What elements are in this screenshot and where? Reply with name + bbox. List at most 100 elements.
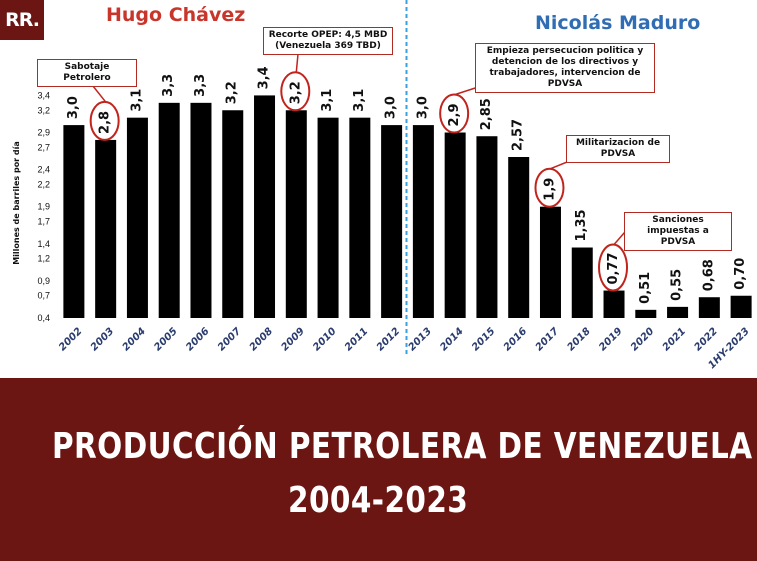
bar-chart: Millones de barriles por día 0,4 0,7 0,9 1,2…: [12, 0, 752, 371]
bar-2017: [539, 206, 561, 318]
banner-title: PRODUCCIÓN PETROLERA DE VENEZUELA: [52, 426, 753, 467]
x-tick-label-2009: 2009: [279, 326, 306, 353]
data-label-2010: 3,1: [320, 89, 335, 112]
bar-2013: [412, 125, 434, 318]
y-tick-label: 3,4: [37, 90, 50, 100]
data-label-2007: 3,2: [225, 81, 240, 104]
callout-sabotaje: Sabotaje Petrolero: [37, 59, 137, 87]
x-tick-label-2004: 2004: [121, 326, 148, 353]
bar-2008: [254, 95, 276, 318]
x-tick-label-2011: 2011: [343, 326, 370, 353]
bar-2010: [317, 117, 339, 318]
y-tick-label: 1,2: [37, 254, 50, 264]
x-tick-label-2003: 2003: [89, 326, 116, 353]
callout-sanciones: Sanciones impuestas a PDVSA: [624, 212, 732, 251]
data-label-2004: 3,1: [129, 89, 144, 112]
x-tick-label-2020: 2020: [629, 326, 656, 353]
highlight-circle-2003: [89, 100, 120, 141]
bar-2016: [508, 157, 530, 318]
data-label-2013: 3,0: [415, 96, 430, 119]
callout-opep-line1: Recorte OPEP: 4,5 MBD: [268, 30, 388, 40]
callout-persecucion-line2: detencion de los directivos y: [491, 57, 639, 67]
title-banner: PRODUCCIÓN PETROLERA DE VENEZUELA 2004-2…: [0, 378, 757, 561]
x-tick-label-2016: 2016: [502, 326, 529, 353]
y-tick-label: 1,4: [37, 239, 50, 249]
data-label-2021: 0,55: [670, 269, 685, 301]
callout-persecucion-line1: Empieza persecucion politica y: [486, 46, 644, 56]
callout-persecucion-line3: trabajadores, intervencion de PDVSA: [489, 68, 641, 89]
y-tick-label: 2,2: [37, 179, 50, 189]
bar-2005: [158, 102, 180, 318]
highlight-circle-2017: [534, 167, 565, 208]
data-label-2002: 3,0: [66, 96, 81, 119]
y-axis-label: Millones de barriles por día: [12, 141, 21, 265]
bar-1HY-2023: [730, 295, 752, 318]
era-label-maduro: Nicolás Maduro: [535, 12, 701, 34]
bar-2021: [667, 306, 689, 318]
x-tick-label-2005: 2005: [152, 326, 179, 353]
callout-sanciones-line1: Sanciones impuestas a: [647, 215, 709, 236]
bar-2006: [190, 102, 212, 318]
data-label-2014: 2,9: [447, 103, 462, 126]
data-label-2012: 3,0: [384, 96, 399, 119]
x-tick-label-2007: 2007: [216, 326, 243, 353]
highlight-circle-2014: [439, 93, 470, 134]
callout-sabotaje-text: Sabotaje Petrolero: [63, 62, 111, 83]
bar-2018: [571, 247, 593, 318]
y-tick-label: 2,4: [37, 165, 50, 175]
connector-opep: [295, 53, 299, 73]
y-tick-label: 2,7: [37, 142, 50, 152]
x-tick-label-2012: 2012: [375, 326, 402, 353]
data-label-2022: 0,68: [701, 259, 716, 291]
x-tick-label-2006: 2006: [184, 326, 211, 353]
bar-2019: [603, 290, 625, 318]
data-label-2006: 3,3: [193, 74, 208, 97]
highlight-circle-2019: [598, 243, 629, 292]
x-tick-label-2021: 2021: [661, 326, 688, 353]
y-tick-label: 3,2: [37, 105, 50, 115]
bar-2011: [349, 117, 371, 318]
data-label-2011: 3,1: [352, 89, 367, 112]
bar-2012: [381, 125, 403, 318]
x-tick-label-2013: 2013: [407, 326, 434, 353]
callout-persecucion: Empieza persecucion politica y detencion…: [475, 43, 655, 93]
bar-2004: [126, 117, 148, 318]
data-label-2008: 3,4: [257, 66, 272, 89]
callout-militarizacion: Militarizacion de PDVSA: [566, 135, 670, 163]
x-tick-label-2018: 2018: [565, 326, 592, 353]
data-label-2009: 3,2: [288, 81, 303, 104]
y-tick-label: 1,7: [37, 217, 50, 227]
era-label-chavez: Hugo Chávez: [106, 4, 246, 26]
data-label-2018: 1,35: [574, 209, 589, 241]
y-tick-label: 0,9: [37, 276, 50, 286]
y-tick-label: 2,9: [37, 128, 50, 138]
data-label-2015: 2,85: [479, 98, 494, 130]
data-label-2017: 1,9: [542, 178, 557, 201]
data-label-2005: 3,3: [161, 74, 176, 97]
y-tick-label: 0,4: [37, 313, 50, 323]
bar-2003: [95, 139, 117, 318]
callout-militarizacion-line2: PDVSA: [600, 149, 636, 159]
bar-2002: [63, 125, 85, 318]
bar-2020: [635, 309, 657, 318]
x-tick-label-2022: 2022: [693, 326, 720, 353]
bar-2007: [222, 110, 244, 319]
x-tick-label-2017: 2017: [534, 326, 561, 353]
x-tick-label-2010: 2010: [311, 326, 338, 353]
bar-2009: [285, 110, 307, 319]
callout-opep: Recorte OPEP: 4,5 MBD (Venezuela 369 TBD…: [263, 27, 393, 55]
x-tick-label-2019: 2019: [597, 326, 624, 353]
bar-2022: [698, 297, 720, 318]
x-tick-label-2014: 2014: [438, 326, 465, 353]
brand-logo: RR.: [0, 0, 44, 40]
y-tick-label: 1,9: [37, 202, 50, 212]
callout-militarizacion-line1: Militarizacion de: [575, 138, 661, 148]
data-label-2003: 2,8: [98, 111, 113, 134]
data-label-2019: 0,77: [606, 252, 621, 284]
data-label-2020: 0,51: [638, 272, 653, 304]
callout-sanciones-line2: PDVSA: [660, 237, 696, 247]
y-tick-label: 0,7: [37, 291, 50, 301]
callout-opep-line2: (Venezuela 369 TBD): [275, 41, 381, 51]
data-label-2016: 2,57: [511, 119, 526, 151]
x-tick-label-2015: 2015: [470, 326, 497, 353]
